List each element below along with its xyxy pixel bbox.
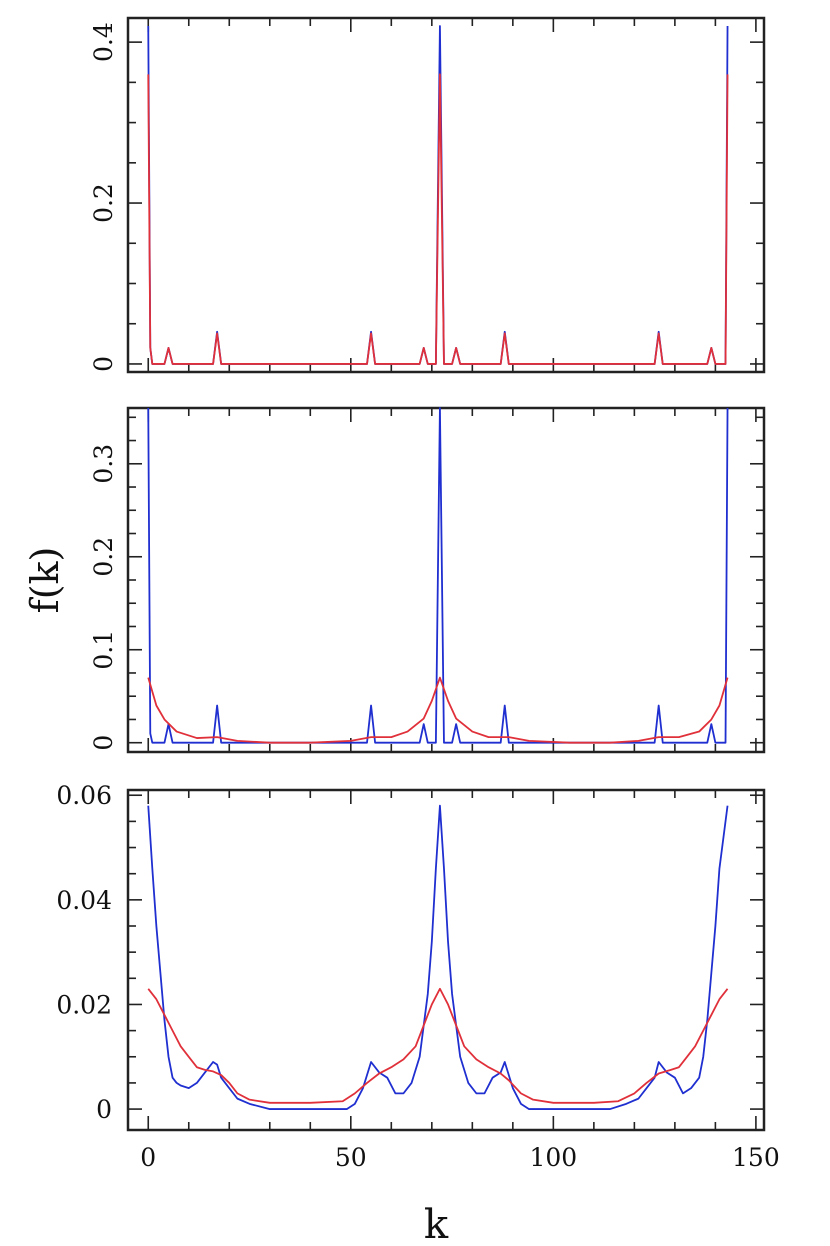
x-tick-label: 150: [732, 1143, 780, 1172]
y-tick-label: 0: [96, 1095, 112, 1124]
y-tick-label: 0.06: [56, 781, 112, 810]
y-tick-label: 0.1: [89, 630, 118, 670]
y-tick-label: 0.02: [56, 990, 112, 1019]
panel-bottom: 0 0.02 0.04 0.06 0 50 100 150 k: [56, 781, 779, 1246]
series-line-blue: [147, 804, 729, 1110]
plot-frame: [126, 788, 766, 1132]
x-tick-label: 0: [140, 1143, 156, 1172]
y-tick-label: 0.3: [89, 444, 118, 484]
y-tick-label: 0.4: [89, 22, 118, 62]
plot-frame: [126, 16, 766, 374]
x-tick-label: 50: [335, 1143, 367, 1172]
panel-top: 0 0.2 0.4: [89, 16, 766, 374]
y-tick-label: 0: [89, 356, 118, 372]
x-axis-label: k: [424, 1202, 449, 1246]
y-tick-label: 0.04: [56, 886, 112, 915]
y-tick-label: 0.2: [89, 183, 118, 223]
series-line-blue: [147, 407, 729, 744]
x-tick-label: 100: [529, 1143, 577, 1172]
y-axis-label: f(k): [23, 547, 67, 614]
y-tick-label: 0.2: [89, 537, 118, 577]
plot-frame: [126, 406, 766, 754]
series-line-red: [147, 676, 729, 744]
series-line-red: [147, 987, 729, 1104]
panel-middle: 0 0.1 0.2 0.3 f(k): [23, 406, 766, 754]
y-tick-label: 0: [89, 735, 118, 751]
series-line-red: [147, 73, 729, 365]
